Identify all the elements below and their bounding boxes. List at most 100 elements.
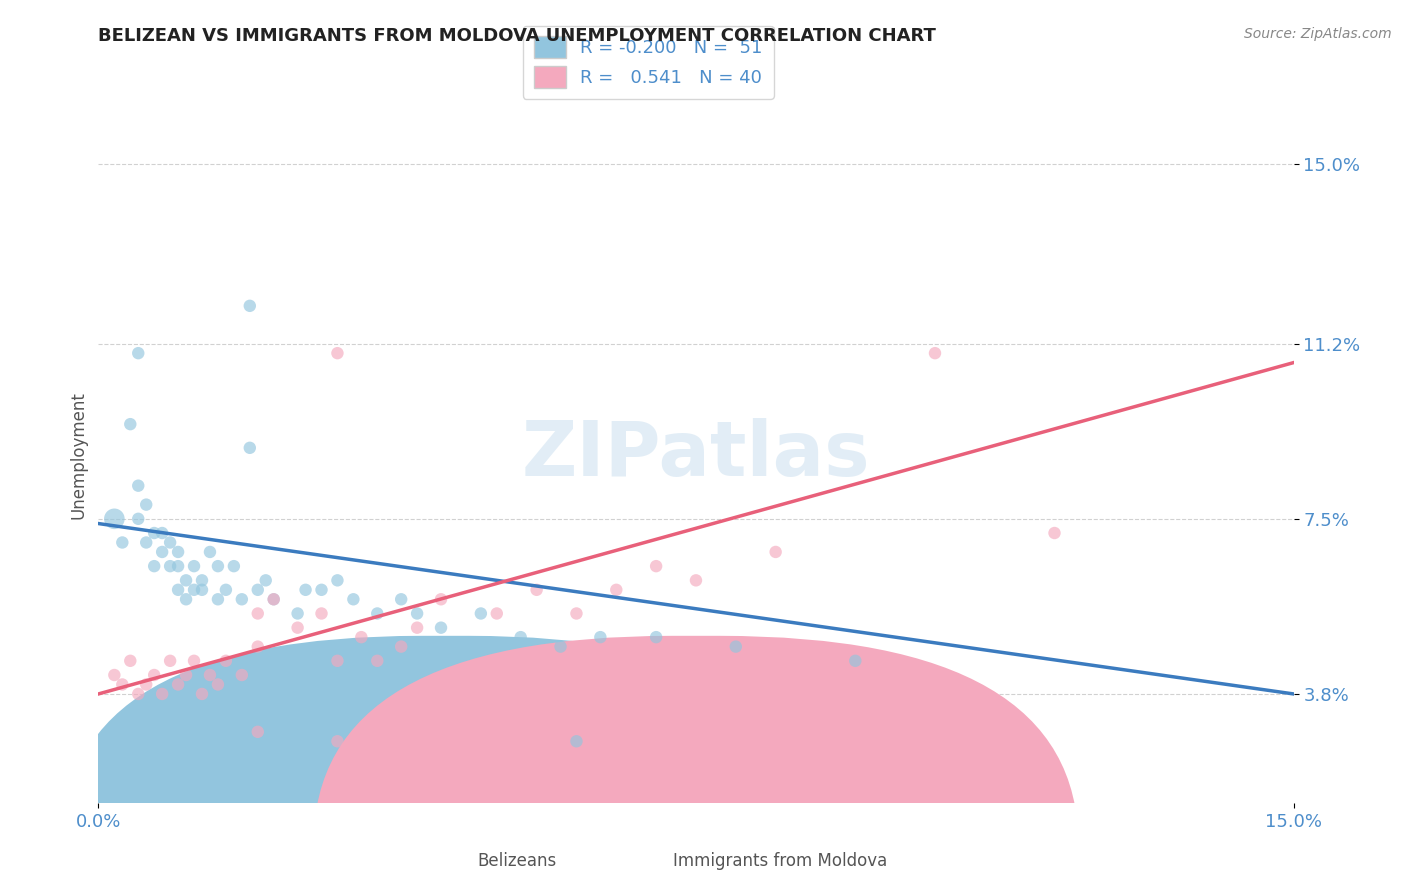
- Text: Belizeans: Belizeans: [477, 852, 557, 870]
- Point: [311, 582, 333, 597]
- Point: [645, 630, 668, 644]
- Point: [565, 607, 588, 621]
- Y-axis label: Unemployment: Unemployment: [69, 391, 87, 519]
- Point: [191, 582, 214, 597]
- Point: [685, 574, 707, 588]
- Point: [406, 621, 429, 635]
- Point: [111, 677, 134, 691]
- Point: [254, 574, 277, 588]
- Point: [191, 574, 214, 588]
- Point: [207, 592, 229, 607]
- Point: [143, 668, 166, 682]
- Point: [350, 630, 373, 644]
- Point: [326, 654, 349, 668]
- Point: [924, 346, 946, 360]
- Point: [246, 607, 269, 621]
- Point: [135, 677, 157, 691]
- Point: [143, 526, 166, 541]
- Text: Immigrants from Moldova: Immigrants from Moldova: [672, 852, 887, 870]
- Point: [167, 582, 190, 597]
- Point: [135, 535, 157, 549]
- Point: [198, 545, 221, 559]
- Point: [120, 417, 142, 432]
- Point: [174, 592, 197, 607]
- Point: [103, 668, 125, 682]
- Point: [183, 582, 205, 597]
- Point: [159, 559, 181, 574]
- Point: [326, 734, 349, 748]
- Text: Source: ZipAtlas.com: Source: ZipAtlas.com: [1244, 27, 1392, 41]
- Point: [167, 545, 190, 559]
- Point: [150, 526, 173, 541]
- Point: [127, 512, 149, 526]
- Point: [724, 640, 747, 654]
- Point: [430, 621, 453, 635]
- FancyBboxPatch shape: [314, 636, 1078, 892]
- Point: [605, 582, 627, 597]
- Point: [191, 687, 214, 701]
- Legend: R = -0.200   N =  51, R =   0.541   N = 40: R = -0.200 N = 51, R = 0.541 N = 40: [523, 26, 773, 98]
- Text: BELIZEAN VS IMMIGRANTS FROM MOLDOVA UNEMPLOYMENT CORRELATION CHART: BELIZEAN VS IMMIGRANTS FROM MOLDOVA UNEM…: [98, 27, 936, 45]
- Point: [430, 592, 453, 607]
- Point: [167, 559, 190, 574]
- Point: [207, 559, 229, 574]
- Point: [239, 441, 262, 455]
- Point: [174, 668, 197, 682]
- Point: [844, 654, 866, 668]
- Point: [326, 574, 349, 588]
- Text: ZIPatlas: ZIPatlas: [522, 418, 870, 491]
- Point: [183, 559, 205, 574]
- Point: [326, 346, 349, 360]
- Point: [127, 346, 149, 360]
- Point: [135, 498, 157, 512]
- Point: [127, 478, 149, 492]
- Point: [198, 668, 221, 682]
- Point: [294, 582, 316, 597]
- Point: [342, 592, 364, 607]
- Point: [239, 299, 262, 313]
- Point: [120, 654, 142, 668]
- Point: [311, 607, 333, 621]
- Point: [246, 582, 269, 597]
- Point: [1043, 526, 1066, 541]
- Point: [526, 582, 548, 597]
- Point: [159, 535, 181, 549]
- Point: [150, 545, 173, 559]
- Point: [470, 607, 492, 621]
- Point: [485, 607, 508, 621]
- Point: [222, 559, 245, 574]
- Point: [150, 687, 173, 701]
- Point: [389, 640, 412, 654]
- Point: [231, 668, 253, 682]
- Point: [263, 592, 285, 607]
- Point: [765, 545, 787, 559]
- Point: [366, 654, 388, 668]
- Point: [389, 592, 412, 607]
- Point: [509, 630, 531, 644]
- Point: [111, 535, 134, 549]
- Point: [127, 687, 149, 701]
- Point: [246, 640, 269, 654]
- Point: [215, 582, 238, 597]
- Point: [215, 654, 238, 668]
- Point: [231, 592, 253, 607]
- Point: [287, 621, 309, 635]
- Point: [103, 512, 125, 526]
- Point: [263, 592, 285, 607]
- FancyBboxPatch shape: [63, 636, 828, 892]
- Point: [183, 654, 205, 668]
- Point: [159, 654, 181, 668]
- Point: [366, 607, 388, 621]
- Point: [550, 640, 572, 654]
- Point: [174, 574, 197, 588]
- Point: [645, 559, 668, 574]
- Point: [246, 724, 269, 739]
- Point: [589, 630, 612, 644]
- Point: [143, 559, 166, 574]
- Point: [406, 607, 429, 621]
- Point: [167, 677, 190, 691]
- Point: [207, 677, 229, 691]
- Point: [406, 763, 429, 777]
- Point: [287, 607, 309, 621]
- Point: [565, 734, 588, 748]
